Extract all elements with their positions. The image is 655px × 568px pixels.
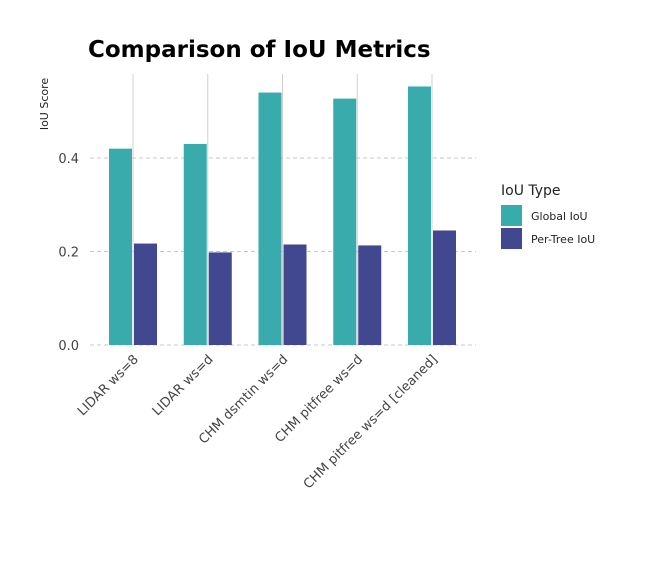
legend-title: IoU Type — [501, 183, 561, 199]
bar-per-tree-iou — [433, 230, 456, 345]
y-axis-ticks: 0.0 0.2 0.4 — [58, 152, 79, 354]
legend-swatch — [501, 228, 522, 249]
bar-global-iou — [333, 98, 357, 345]
y-tick-label: 0.0 — [58, 339, 79, 354]
legend-label: Per-Tree IoU — [531, 233, 595, 246]
legend: IoU Type Global IoU Per-Tree IoU — [501, 183, 595, 249]
legend-swatch — [501, 205, 522, 226]
bars — [109, 86, 456, 345]
bar-global-iou — [183, 143, 207, 345]
bar-per-tree-iou — [358, 245, 382, 345]
x-tick-label: CHM pitfree ws=d [cleaned] — [301, 352, 441, 492]
y-tick-label: 0.2 — [58, 246, 79, 261]
bar-global-iou — [109, 148, 132, 345]
legend-label: Global IoU — [531, 210, 588, 223]
bar-per-tree-iou — [134, 243, 157, 345]
chart-title: Comparison of IoU Metrics — [88, 37, 431, 63]
y-axis-label: IoU Score — [38, 78, 51, 131]
bar-per-tree-iou — [283, 244, 307, 345]
y-tick-label: 0.4 — [58, 152, 79, 167]
x-tick-label: LIDAR ws=d — [150, 352, 217, 419]
bar-per-tree-iou — [208, 252, 232, 345]
x-tick-label: LIDAR ws=8 — [75, 352, 142, 419]
bar-global-iou — [408, 86, 431, 345]
bar-global-iou — [258, 92, 282, 345]
